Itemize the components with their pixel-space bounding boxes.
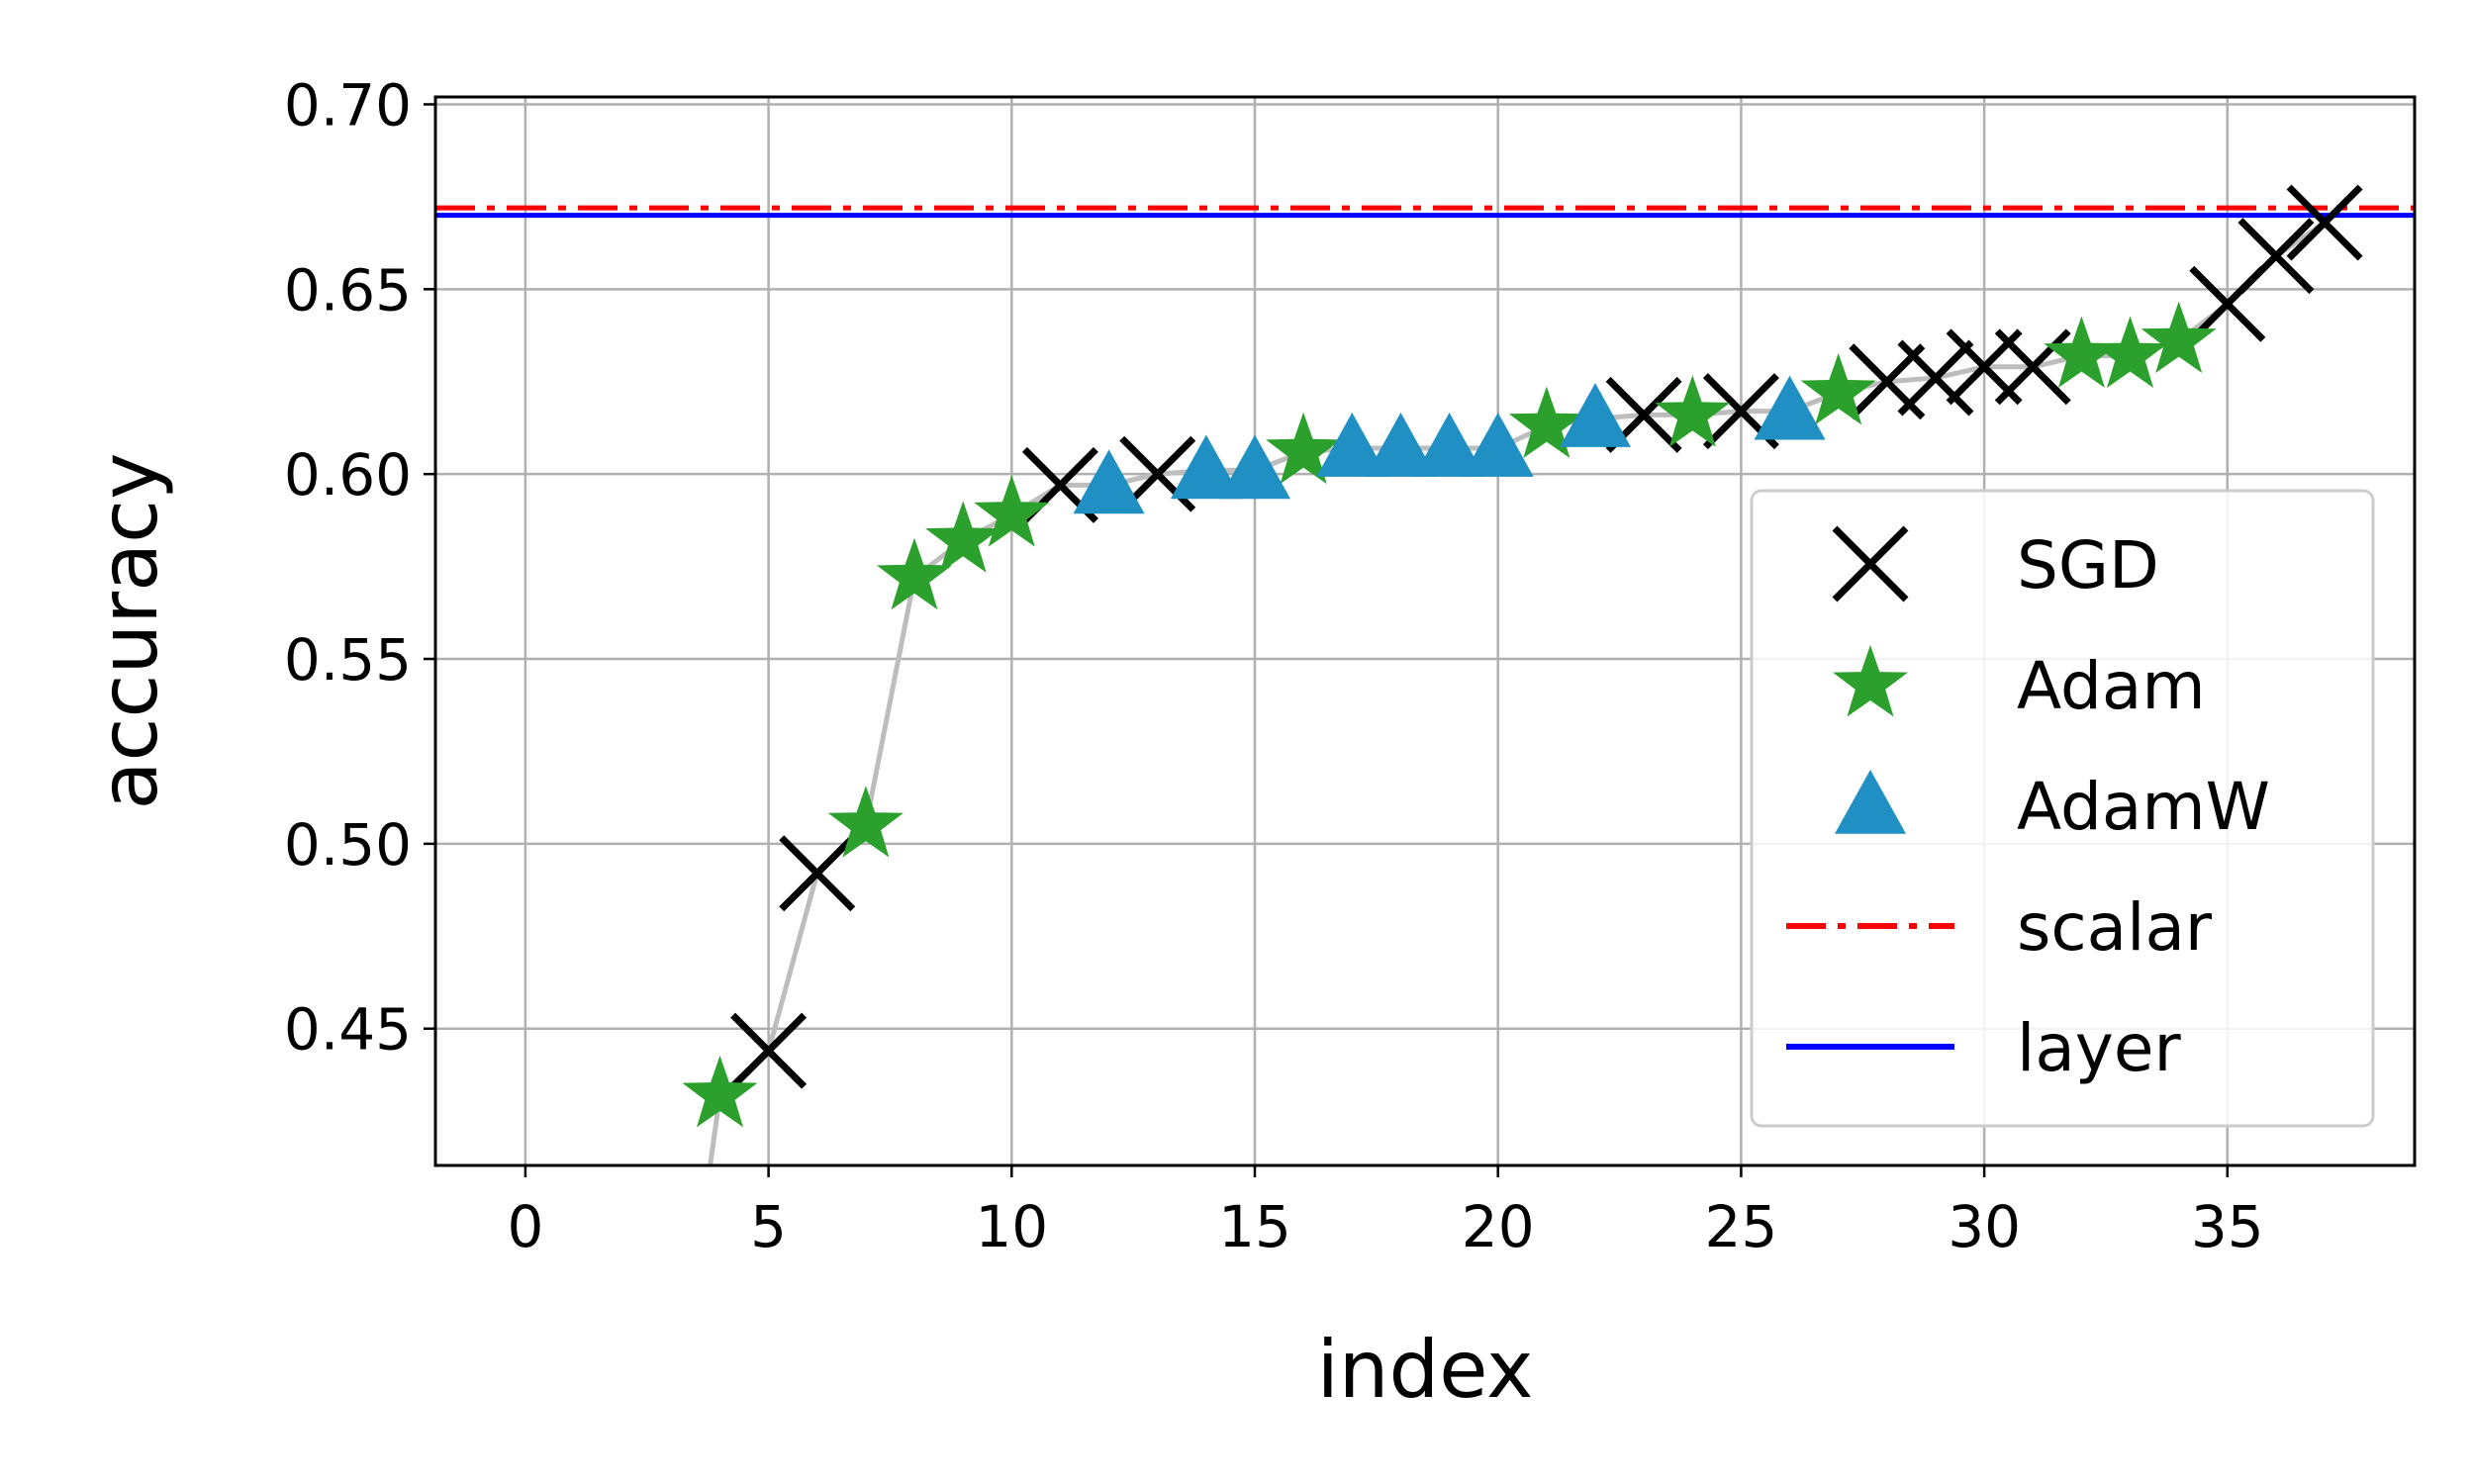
y-tick-label: 0.55 <box>284 626 412 694</box>
adam-point <box>827 786 904 858</box>
y-tick-label: 0.60 <box>284 441 412 509</box>
legend-sgd-symbol <box>1832 525 1909 603</box>
legend: SGD Adam AdamW scalar layer <box>1750 489 2375 1128</box>
adam-point <box>1800 353 1876 425</box>
adam-point <box>1508 386 1584 458</box>
plot-frame <box>433 95 2417 1167</box>
legend-box <box>1750 489 2375 1128</box>
sgd-point <box>2286 184 2363 261</box>
x-tick-label: 0 <box>507 1193 543 1260</box>
x-tick-label: 20 <box>1462 1193 1535 1260</box>
adam-point <box>1655 375 1731 447</box>
x-tick-label: 15 <box>1218 1193 1291 1260</box>
reference-lines <box>435 205 2415 219</box>
x-tick-label: 10 <box>975 1193 1048 1260</box>
legend-adamw-label: AdamW <box>2017 769 2270 845</box>
y-tick-label: 0.50 <box>284 811 412 879</box>
adam-point <box>1266 412 1342 485</box>
adamw-point <box>1219 434 1291 500</box>
data-points <box>682 184 2363 1128</box>
adamw-point <box>1170 434 1242 500</box>
adam-point <box>877 537 953 610</box>
x-tick-label: 30 <box>1948 1193 2021 1260</box>
legend-adam-label: Adam <box>2017 648 2206 724</box>
legend-layer-label: layer <box>2017 1010 2181 1086</box>
y-tick-label: 0.45 <box>284 996 412 1064</box>
adam-point <box>925 501 1001 573</box>
legend-adam-symbol <box>1833 645 1908 717</box>
adamw-point <box>1754 375 1826 440</box>
axis-ticks: 0 5 10 15 20 25 30 35 0.45 0.50 0.55 0.60 0.65 0.70 <box>284 71 2264 1260</box>
adamw-point <box>1073 449 1145 514</box>
adam-point <box>2044 316 2120 388</box>
sgd-point <box>2237 218 2315 295</box>
y-tick-label: 0.65 <box>284 256 412 324</box>
x-axis-title: index <box>1317 1324 1534 1416</box>
x-tick-label: 35 <box>2191 1193 2264 1260</box>
sgd-point <box>1897 339 1974 417</box>
y-axis-title: accuracy <box>83 453 175 810</box>
adamw-point <box>1462 413 1534 477</box>
adamw-point <box>1316 413 1388 477</box>
x-tick-label: 25 <box>1705 1193 1778 1260</box>
adam-point <box>682 1056 758 1128</box>
legend-adamw-symbol <box>1835 770 1906 834</box>
adamw-point <box>1413 413 1485 477</box>
sgd-point <box>779 835 856 912</box>
legend-sgd-label: SGD <box>2017 527 2159 603</box>
y-tick-label: 0.70 <box>284 71 412 139</box>
sgd-point <box>1994 328 2071 406</box>
sgd-point <box>730 1012 808 1089</box>
adamw-point <box>1365 413 1437 477</box>
adam-point <box>2141 301 2217 373</box>
adamw-point <box>1559 383 1631 447</box>
legend-scalar-label: scalar <box>2017 889 2213 966</box>
adam-point <box>974 475 1050 547</box>
x-tick-label: 5 <box>750 1193 787 1260</box>
adam-point <box>2092 316 2168 388</box>
